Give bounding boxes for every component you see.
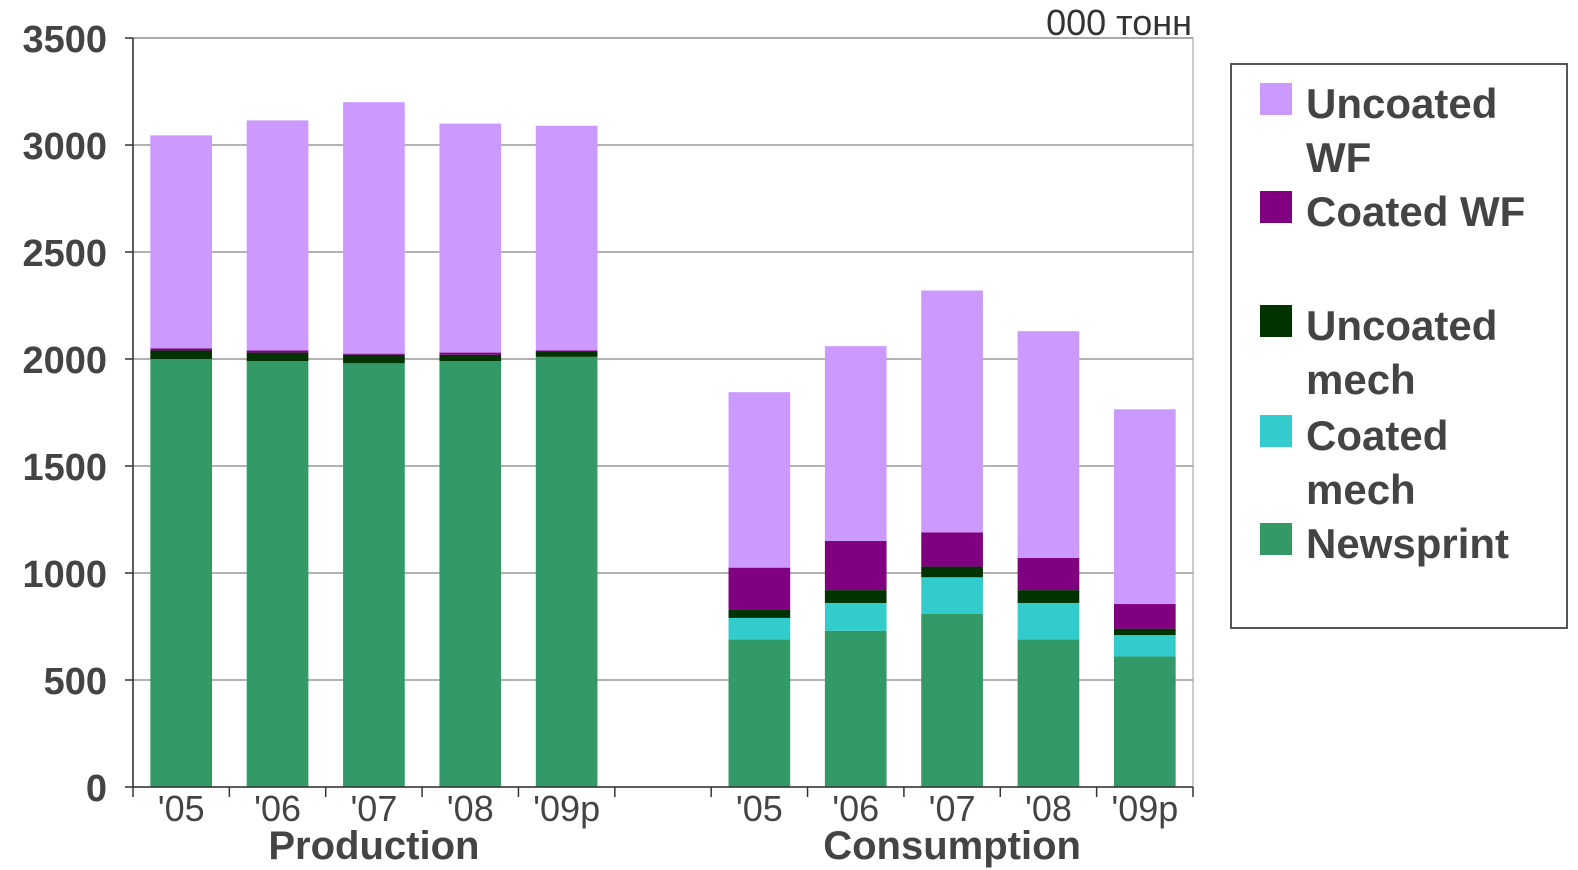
- bar-segment-uncoated-mech: [535, 351, 598, 357]
- bar-segment-newsprint: [439, 361, 502, 787]
- legend-label: Coated mech: [1306, 412, 1449, 513]
- legend-item-coated-mech: Coated mech: [1260, 409, 1556, 517]
- bar-segment-uncoated-wf: [824, 346, 887, 541]
- bar-segment-coated-wf: [728, 567, 791, 610]
- bar-segment-uncoated-mech: [150, 350, 213, 359]
- y-tick-label: 3500: [22, 19, 107, 61]
- bar-segment-coated-wf: [535, 350, 598, 352]
- group-label: Consumption: [823, 824, 1081, 868]
- bar-segment-coated-wf: [1113, 604, 1176, 629]
- y-tick-label: 2000: [22, 340, 107, 382]
- legend-swatch: [1260, 191, 1292, 223]
- legend-item-uncoated-mech: Uncoated mech: [1260, 299, 1556, 407]
- bar-segment-coated-wf: [921, 532, 983, 567]
- y-tick-label: 2500: [22, 233, 107, 275]
- axes: [125, 37, 1194, 797]
- x-tick-label: '09p: [533, 788, 600, 829]
- bar-segment-uncoated-wf: [921, 290, 983, 533]
- legend: Uncoated WF Coated WF Uncoated mech Coat…: [1230, 63, 1568, 629]
- bar-segment-newsprint: [246, 361, 309, 787]
- bar-segment-newsprint: [1113, 656, 1176, 787]
- bar-segment-coated-wf: [1017, 558, 1080, 591]
- x-tick-labels: '05 '06 '07 '08 '09p Production '05 '06 '07 '08 '0…: [158, 788, 1179, 868]
- y-tick-label: 3000: [22, 126, 107, 168]
- bar-segment-uncoated-wf: [246, 120, 309, 351]
- y-tick-label: 500: [44, 661, 107, 703]
- bar-segment-uncoated-wf: [1017, 331, 1080, 559]
- bar-segment-newsprint: [921, 613, 983, 787]
- bar-segment-uncoated-mech: [246, 352, 309, 362]
- legend-swatch: [1260, 305, 1292, 337]
- bar-segment-coated-mech: [1017, 602, 1080, 640]
- bar-segment-coated-mech: [1113, 635, 1176, 657]
- y-tick-label: 0: [86, 768, 107, 810]
- unit-label: 000 тонн: [1046, 2, 1192, 43]
- bar-segment-uncoated-mech: [728, 609, 791, 618]
- bar-segment-newsprint: [728, 639, 791, 787]
- bar-segment-coated-mech: [728, 617, 791, 640]
- x-tick-label: '06: [832, 788, 879, 829]
- bar-segment-coated-wf: [150, 348, 213, 351]
- bar-segment-uncoated-wf: [535, 125, 598, 351]
- group-label: Production: [268, 824, 479, 868]
- x-tick-label: '06: [254, 788, 301, 829]
- legend-label: Coated WF: [1306, 188, 1526, 235]
- bar-segment-uncoated-wf: [150, 135, 213, 349]
- bar-segment-coated-wf: [824, 540, 887, 591]
- bar-segment-coated-wf: [343, 353, 405, 355]
- x-tick-label: '08: [447, 788, 494, 829]
- x-tick-label: '09p: [1111, 788, 1178, 829]
- bar-segment-coated-wf: [246, 350, 309, 353]
- x-tick-label: '05: [736, 788, 783, 829]
- bar-segment-uncoated-mech: [439, 354, 502, 362]
- bar-segment-newsprint: [1017, 639, 1080, 787]
- legend-swatch: [1260, 415, 1292, 447]
- bar-segment-uncoated-wf: [439, 123, 502, 353]
- bar-segment-coated-wf: [439, 352, 502, 355]
- legend-item-coated-wf: Coated WF: [1260, 185, 1556, 239]
- bar-segment-uncoated-wf: [728, 392, 791, 568]
- legend-item-newsprint: Newsprint: [1260, 517, 1556, 571]
- y-tick-labels: 0 500 1000 1500 2000 2500 3000 3500: [22, 19, 107, 810]
- bar-segment-uncoated-mech: [921, 566, 983, 578]
- y-tick-label: 1000: [22, 554, 107, 596]
- bar-segment-newsprint: [343, 363, 405, 787]
- bar-segment-uncoated-mech: [343, 354, 405, 364]
- legend-item-uncoated-wf: Uncoated WF: [1260, 77, 1556, 185]
- bar-segment-coated-mech: [921, 577, 983, 614]
- legend-label: Uncoated WF: [1306, 80, 1498, 181]
- x-tick-label: '07: [929, 788, 976, 829]
- legend-label: Newsprint: [1306, 520, 1510, 567]
- legend-swatch: [1260, 83, 1292, 115]
- legend-label: Uncoated mech: [1306, 302, 1498, 403]
- x-tick-label: '08: [1025, 788, 1072, 829]
- bar-segment-newsprint: [150, 359, 213, 787]
- bars: [150, 102, 1176, 787]
- bar-segment-uncoated-mech: [1017, 590, 1080, 603]
- bar-segment-uncoated-mech: [824, 590, 887, 603]
- bar-segment-uncoated-wf: [1113, 409, 1176, 605]
- x-tick-label: '05: [158, 788, 205, 829]
- x-tick-label: '07: [350, 788, 397, 829]
- bar-segment-uncoated-mech: [1113, 628, 1176, 636]
- legend-swatch: [1260, 523, 1292, 555]
- bar-segment-newsprint: [824, 630, 887, 787]
- bar-segment-uncoated-wf: [343, 102, 405, 354]
- y-tick-label: 1500: [22, 447, 107, 489]
- bar-segment-newsprint: [535, 356, 598, 787]
- bar-segment-coated-mech: [824, 602, 887, 631]
